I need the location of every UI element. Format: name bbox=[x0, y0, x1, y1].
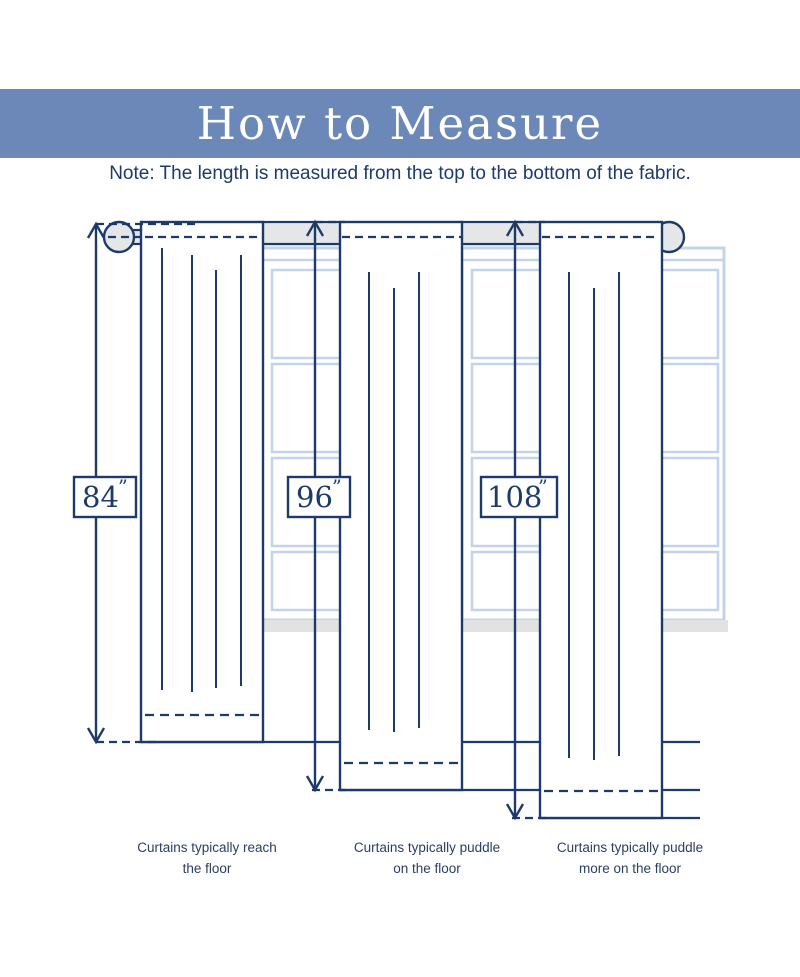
panel-84-body bbox=[139, 220, 265, 744]
caption-panel-96: Curtains typically puddle on the floor bbox=[332, 838, 522, 880]
dimension-108: 108 ” bbox=[479, 219, 559, 821]
dimension-96-label-box bbox=[286, 475, 352, 519]
dimension-108-value: 108 bbox=[487, 480, 542, 514]
dimension-96-unit: ” bbox=[332, 476, 342, 498]
caption-panel-84: Curtains typically reach the floor bbox=[73, 838, 341, 880]
dimension-84: 84 ” bbox=[72, 221, 200, 745]
dimension-96-arrow-up-icon bbox=[305, 219, 325, 237]
caption-row: Curtains typically reach the floor Curta… bbox=[0, 838, 800, 880]
dimension-84-arrow-down-icon bbox=[86, 727, 106, 745]
panel-96-pleats bbox=[368, 272, 420, 732]
panel-96-rod-pocket bbox=[258, 220, 344, 246]
caption-panel-96-line1: Curtains typically puddle bbox=[353, 840, 501, 855]
measurement-note: Note: The length is measured from the to… bbox=[109, 163, 691, 184]
panel-108-pleats bbox=[568, 272, 620, 760]
panel-96-body bbox=[338, 220, 464, 792]
dimension-84-arrow-up-icon bbox=[86, 221, 106, 239]
caption-panel-84-line2: the floor bbox=[182, 860, 232, 876]
page-title: How to Measure bbox=[196, 97, 604, 150]
dimension-96-arrow-down-icon bbox=[305, 775, 325, 793]
caption-panel-108: Curtains typically puddle more on the fl… bbox=[530, 838, 730, 880]
panel-108-rod-pocket bbox=[458, 220, 544, 246]
dimension-96: 96 ” bbox=[286, 219, 352, 793]
panel-84-group bbox=[139, 220, 265, 744]
dimension-84-unit: ” bbox=[118, 476, 128, 498]
panel-108-group bbox=[458, 220, 664, 820]
measure-diagram: 84 ” 96 ” 108 bbox=[0, 200, 800, 900]
panel-84-pleats bbox=[161, 248, 242, 692]
dimension-108-arrow-up-icon bbox=[505, 219, 525, 237]
caption-panel-84-line1: Curtains typically reach bbox=[137, 840, 277, 855]
dimension-108-arrow-down-icon bbox=[505, 803, 525, 821]
caption-panel-108-line1: Curtains typically puddle bbox=[556, 840, 704, 855]
dimension-108-unit: ” bbox=[538, 476, 548, 498]
panel-108-body bbox=[538, 220, 664, 820]
caption-panel-108-line2: more on the floor bbox=[578, 860, 682, 876]
header-band: How to Measure bbox=[0, 89, 800, 158]
curtain-diagram-svg: 84 ” 96 ” 108 bbox=[72, 219, 728, 821]
dimension-108-label-box bbox=[479, 475, 559, 519]
dimension-96-value: 96 bbox=[296, 480, 333, 514]
caption-panel-96-line2: on the floor bbox=[393, 860, 461, 876]
dimension-84-value: 84 bbox=[82, 480, 119, 514]
dimension-84-label-box bbox=[72, 475, 138, 519]
